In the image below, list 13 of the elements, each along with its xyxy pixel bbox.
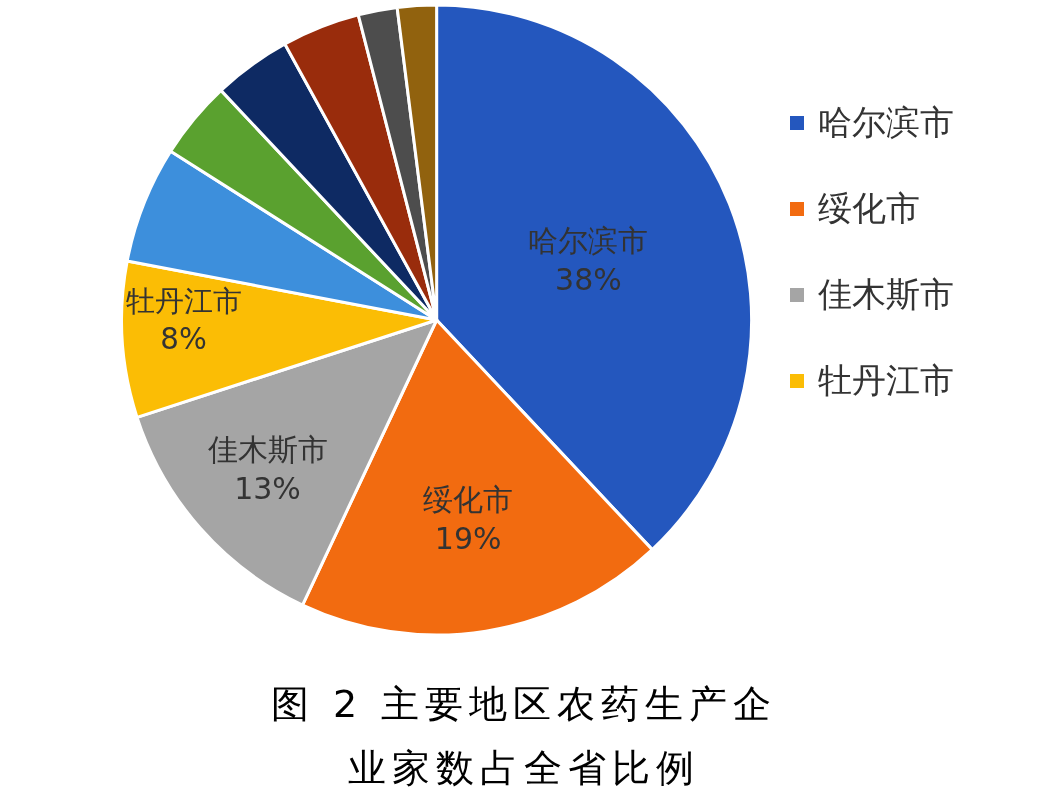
legend-label: 佳木斯市 (818, 273, 954, 316)
slice-label: 绥化市 (423, 482, 514, 518)
slice-label: 佳木斯市 (207, 432, 328, 468)
legend-label: 哈尔滨市 (818, 101, 954, 144)
data-label: 8% (160, 322, 207, 357)
slice-label: 牡丹江市 (125, 284, 242, 319)
legend-label: 绥化市 (818, 187, 920, 230)
slice-label: 哈尔滨市 (528, 222, 649, 258)
data-label: 38% (555, 261, 622, 297)
text: 图 2 主要地区农药生产企业家数占全省比例 (269, 681, 779, 792)
data-label: 19% (434, 521, 502, 557)
data-label: 13% (234, 471, 301, 507)
legend-label: 牡丹江市 (818, 359, 954, 402)
